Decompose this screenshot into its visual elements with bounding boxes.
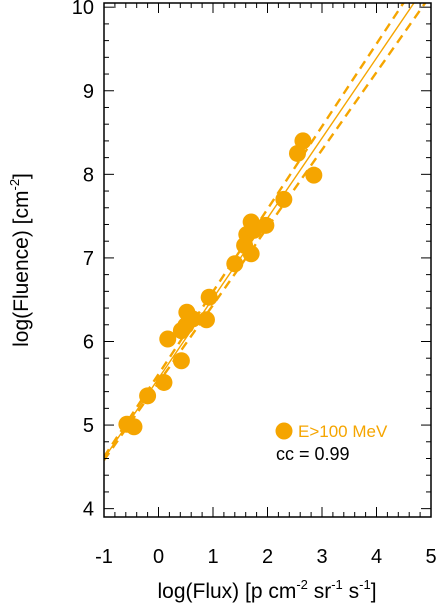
x-tick-label: 3 <box>316 546 327 568</box>
y-tick-label: 9 <box>83 81 94 103</box>
axis-ticks: -1 0 1 2 3 4 5 4 5 6 7 8 9 10 <box>72 0 437 568</box>
y-tick-label: 8 <box>83 164 94 186</box>
x-tick-label: 1 <box>207 546 218 568</box>
data-point <box>184 310 202 328</box>
data-point <box>305 166 323 184</box>
data-point <box>125 418 143 436</box>
x-tick-label: 4 <box>371 546 382 568</box>
legend-marker <box>275 422 293 440</box>
fit-upper-bound-line <box>104 3 405 458</box>
y-tick-label: 4 <box>83 499 94 521</box>
data-point <box>155 373 173 391</box>
data-points <box>118 132 323 436</box>
data-point <box>275 190 293 208</box>
y-axis-title: log(Fluence) [cm-2] <box>7 173 33 347</box>
x-axis-title: log(Flux) [p cm-2 sr-1 s-1] <box>157 577 376 603</box>
data-point <box>200 288 218 306</box>
x-tick-label: 2 <box>262 546 273 568</box>
cc-annotation: cc = 0.99 <box>276 444 350 464</box>
data-point <box>172 352 190 370</box>
x-tick-label: -1 <box>95 546 113 568</box>
y-tick-label: 7 <box>83 248 94 270</box>
y-tick-label: 10 <box>72 0 94 19</box>
y-tick-label: 6 <box>83 331 94 353</box>
data-point <box>226 255 244 273</box>
data-point <box>242 245 260 263</box>
x-tick-label: 0 <box>153 546 164 568</box>
legend: E>100 MeV <box>275 422 388 441</box>
y-tick-label: 5 <box>83 415 94 437</box>
legend-label: E>100 MeV <box>298 422 388 441</box>
data-point <box>257 216 275 234</box>
data-point <box>197 311 215 329</box>
data-point <box>139 387 157 405</box>
data-point <box>294 132 312 150</box>
x-tick-label: 5 <box>425 546 436 568</box>
data-point <box>159 330 177 348</box>
